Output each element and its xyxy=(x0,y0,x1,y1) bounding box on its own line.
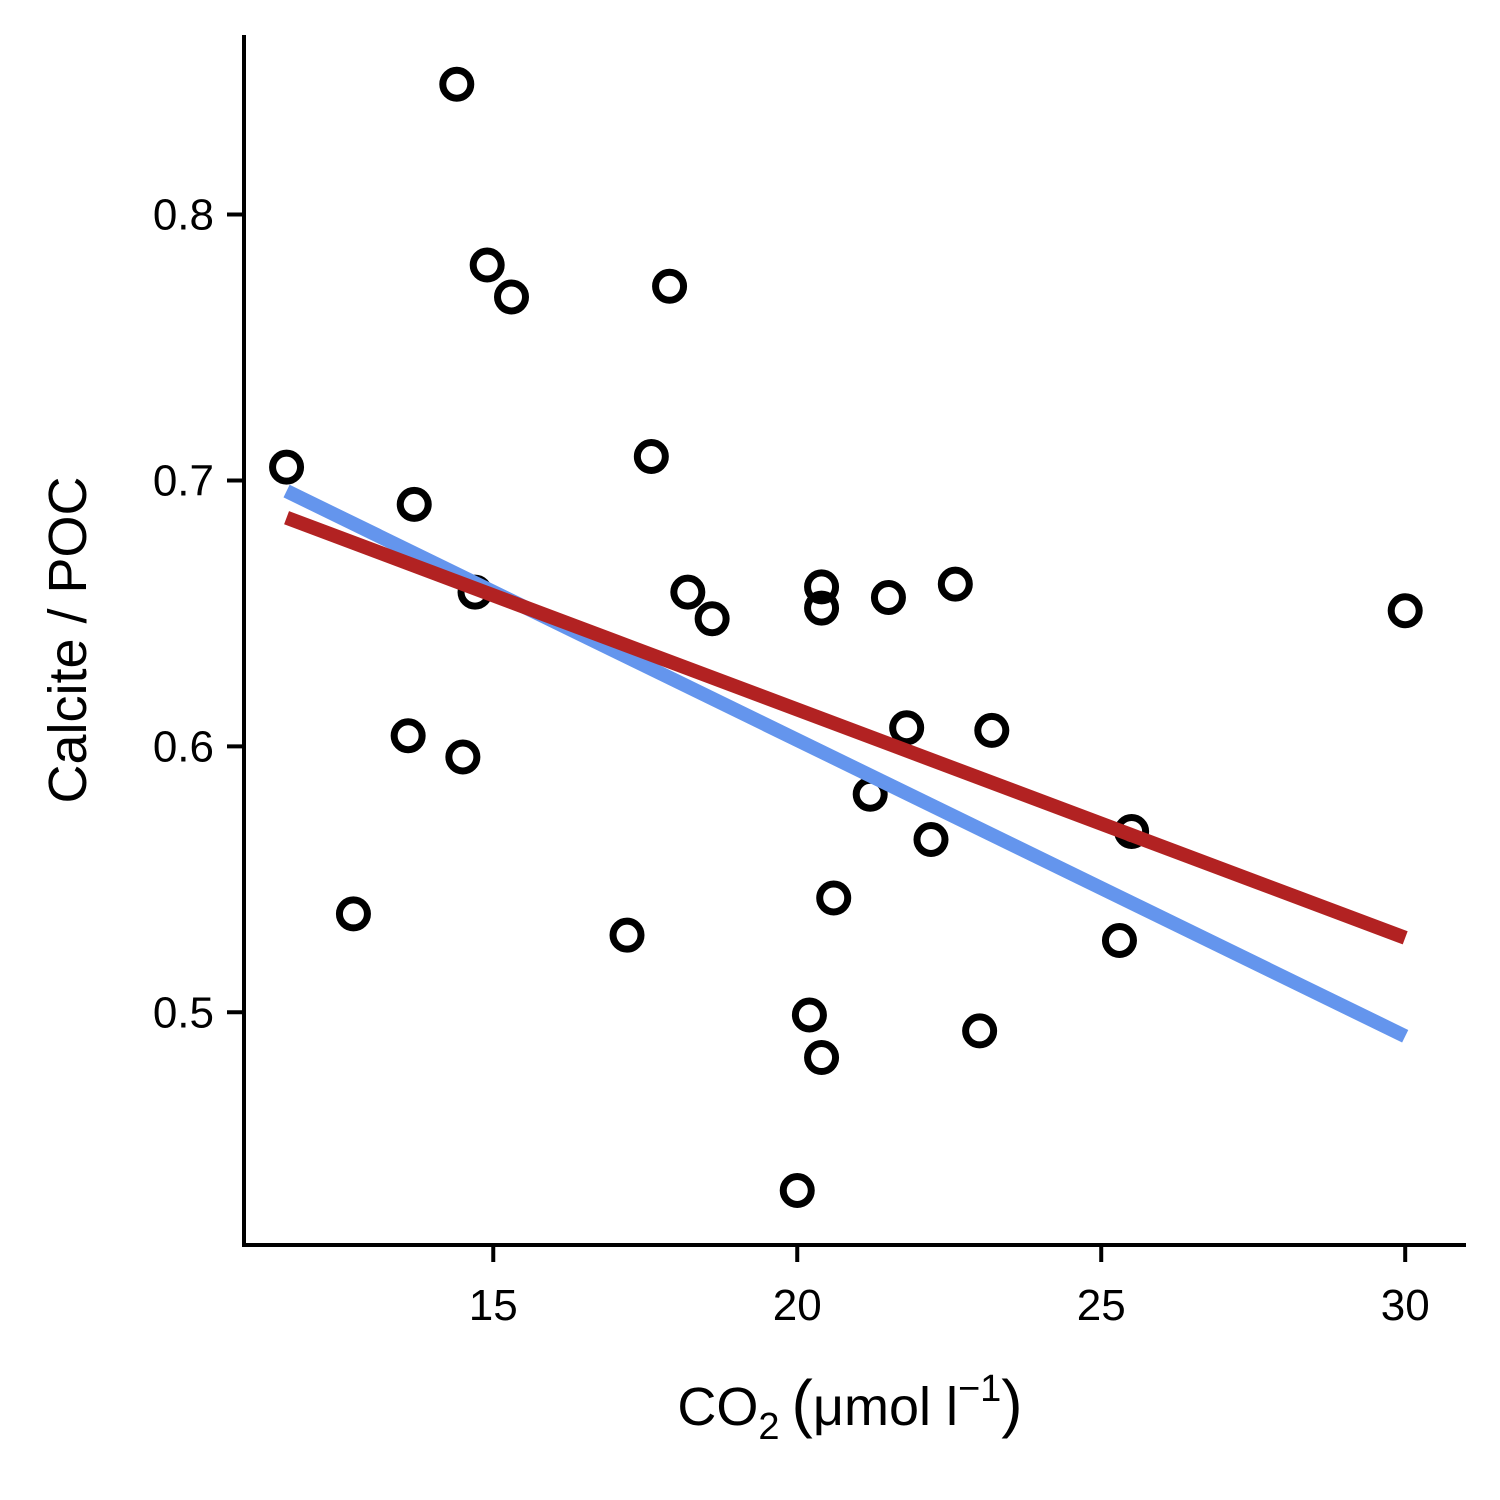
data-point xyxy=(396,486,432,522)
x-ticks: 15 20 25 30 xyxy=(469,1245,1430,1330)
y-tick-label: 0.6 xyxy=(153,722,214,771)
data-point xyxy=(804,569,840,605)
data-point xyxy=(816,880,852,916)
data-point xyxy=(937,566,973,602)
x-axis-title: CO2 (μmol l−1) xyxy=(677,1367,1022,1448)
data-point xyxy=(870,579,906,615)
data-point xyxy=(694,601,730,637)
data-point xyxy=(1101,923,1137,959)
data-point xyxy=(962,1013,998,1049)
y-ticks: 0.5 0.6 0.7 0.8 xyxy=(153,191,244,1037)
y-tick-label: 0.8 xyxy=(153,191,214,240)
y-tick-label: 0.7 xyxy=(153,456,214,505)
data-point xyxy=(633,439,669,475)
data-point xyxy=(390,718,426,754)
data-point xyxy=(804,590,840,626)
data-point xyxy=(469,247,505,283)
data-point xyxy=(779,1172,815,1208)
x-tick-label: 15 xyxy=(469,1281,518,1330)
data-point xyxy=(609,917,645,953)
data-point xyxy=(652,268,688,304)
data-point xyxy=(889,710,925,746)
data-point xyxy=(1387,593,1423,629)
x-tick-label: 25 xyxy=(1077,1281,1126,1330)
y-tick-label: 0.5 xyxy=(153,988,214,1037)
data-point xyxy=(269,449,305,485)
data-point xyxy=(974,712,1010,748)
trend-lines xyxy=(283,484,1409,1043)
data-point xyxy=(913,821,949,857)
x-tick-label: 30 xyxy=(1381,1281,1430,1330)
axes xyxy=(242,35,1466,1247)
data-points xyxy=(269,66,1423,1208)
y-axis-title: Calcite / POC xyxy=(38,476,98,803)
data-point xyxy=(804,1040,840,1076)
data-point xyxy=(439,66,475,102)
data-point xyxy=(791,997,827,1033)
x-tick-label: 20 xyxy=(773,1281,822,1330)
data-point xyxy=(445,739,481,775)
data-point xyxy=(494,279,530,315)
data-point xyxy=(670,574,706,610)
data-point xyxy=(335,896,371,932)
trend-line-red xyxy=(284,511,1408,945)
